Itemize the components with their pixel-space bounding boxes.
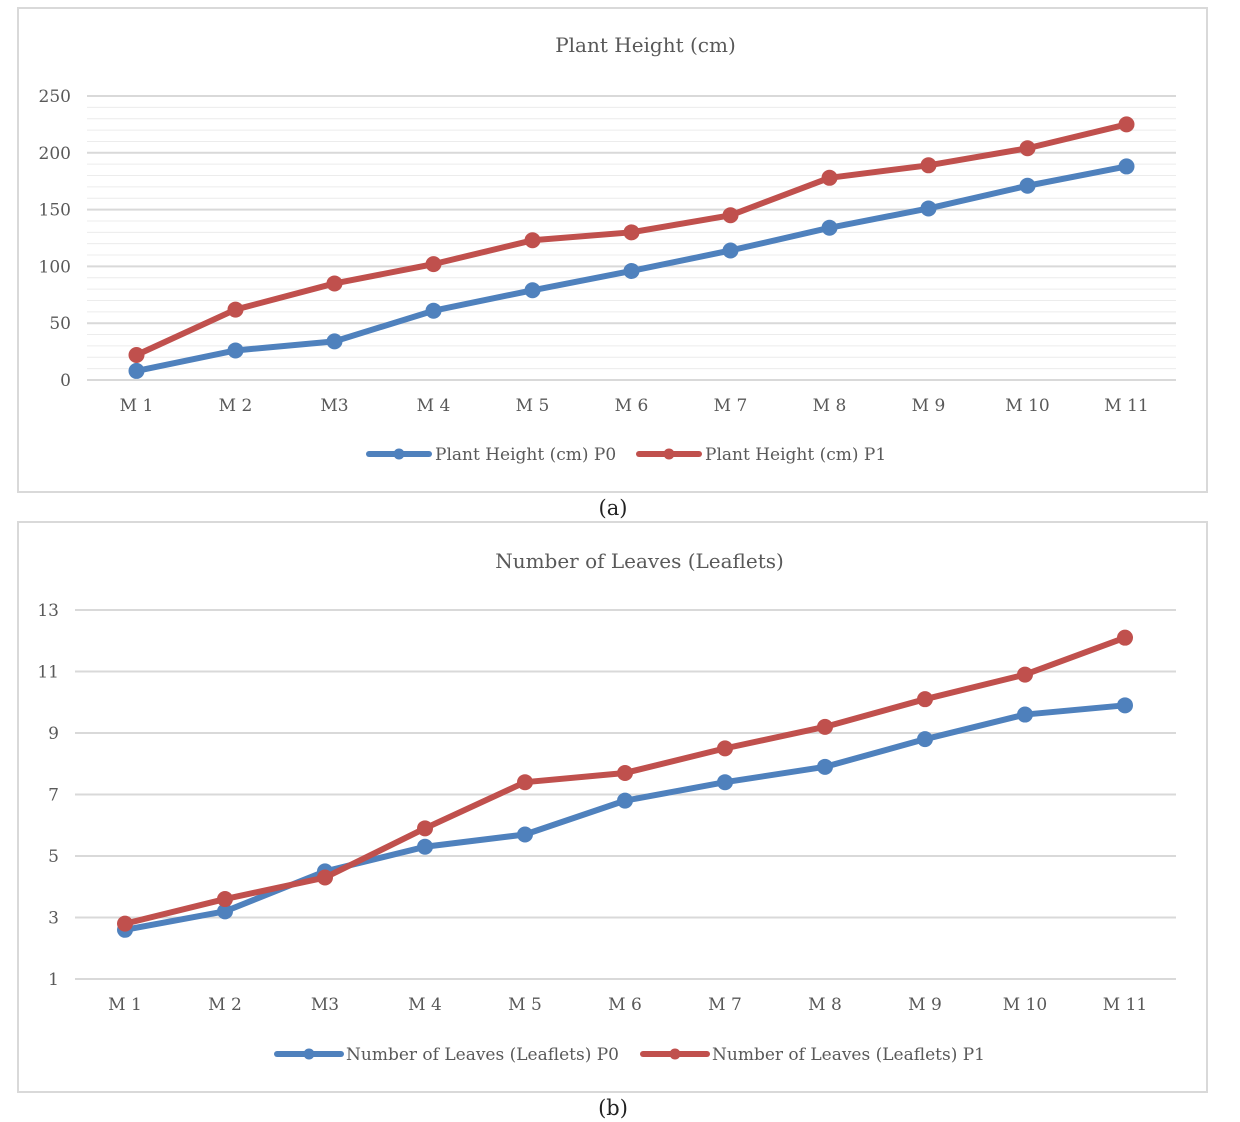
data-point-p1 [326,275,343,292]
data-point-p0 [217,903,233,920]
data-point-p0 [417,838,433,855]
y-tick-label: 3 [48,909,59,929]
legend-marker-p1 [669,1048,681,1060]
x-tick-label: M 1 [108,995,142,1015]
data-point-p0 [517,826,533,843]
y-tick-label: 11 [37,663,59,683]
data-point-p1 [217,891,233,908]
legend-label-p0: Number of Leaves (Leaflets) P0 [346,1045,619,1065]
y-tick-label: 13 [37,601,59,621]
data-point-p1 [117,915,133,932]
x-tick-label: M 2 [208,995,242,1015]
x-tick-label: M 7 [714,396,748,416]
chart-title: Plant Height (cm) [555,33,736,57]
data-point-p1 [425,256,442,273]
x-tick-label: M 4 [408,995,442,1015]
data-point-p1 [317,869,333,886]
caption-a: (a) [598,496,628,520]
x-tick-label: M3 [311,995,339,1015]
legend-label-p1: Plant Height (cm) P1 [705,445,886,465]
x-tick-label: M 6 [615,396,649,416]
data-point-p0 [920,200,937,217]
data-point-p1 [1017,666,1033,683]
y-tick-label: 7 [48,786,59,806]
y-tick-label: 50 [49,314,71,334]
x-tick-label: M 7 [708,995,742,1015]
data-point-p0 [717,774,733,791]
caption-b: (b) [598,1096,628,1120]
data-point-p0 [917,731,933,748]
data-point-p1 [524,232,541,249]
data-point-p0 [1118,158,1135,175]
data-point-p1 [717,740,733,757]
data-point-p0 [326,333,343,350]
data-point-p0 [623,262,640,279]
legend-marker-p0 [393,448,405,460]
data-point-p0 [1017,706,1033,723]
data-point-p1 [1118,116,1135,133]
y-tick-label: 9 [48,724,59,744]
data-point-p0 [817,758,833,775]
data-point-p1 [517,774,533,791]
data-point-p0 [1019,177,1036,194]
plant-height-chart: Plant Height (cm) 0 50 100 150 200 250 M 1 M 2 M3… [39,33,1176,465]
data-point-p1 [1019,140,1036,157]
x-tick-label: M 6 [608,995,642,1015]
x-tick-label: M 11 [1104,396,1148,416]
y-tick-label: 200 [39,144,71,164]
legend-marker-p1 [663,448,675,460]
data-point-p1 [917,691,933,708]
y-tick-label: 0 [60,371,71,391]
y-tick-label: 5 [48,847,59,867]
x-tick-label: M3 [320,396,348,416]
data-point-p0 [128,362,145,379]
data-point-p0 [425,302,442,319]
x-tick-label: M 8 [808,995,842,1015]
data-point-p1 [227,301,244,318]
x-tick-label: M 11 [1103,995,1147,1015]
x-tick-label: M 2 [219,396,253,416]
x-tick-label: M 4 [417,396,451,416]
y-tick-label: 1 [48,970,59,990]
y-tick-label: 150 [39,201,71,221]
data-point-p1 [417,820,433,837]
data-point-p0 [821,219,838,236]
data-point-p0 [227,342,244,359]
data-point-p0 [617,792,633,809]
data-point-p1 [623,224,640,241]
x-tick-label: M 10 [1003,995,1047,1015]
legend-label-p1: Number of Leaves (Leaflets) P1 [712,1045,985,1065]
y-tick-label: 100 [39,257,71,277]
x-tick-label: M 10 [1005,396,1049,416]
legend-marker-p0 [303,1048,315,1060]
data-point-p1 [817,718,833,735]
x-tick-label: M 1 [120,396,154,416]
chart-title: Number of Leaves (Leaflets) [495,549,784,573]
data-point-p1 [128,347,145,364]
data-point-p0 [1117,697,1133,714]
data-point-p1 [821,169,838,186]
series-line-p0 [122,702,1128,933]
data-point-p1 [1117,629,1133,646]
data-point-p0 [524,282,541,299]
data-point-p1 [722,207,739,224]
data-point-p1 [920,157,937,174]
legend-label-p0: Plant Height (cm) P0 [435,445,616,465]
data-point-p1 [617,764,633,781]
chart-panel-a: Plant Height (cm) 0 50 100 150 200 250 M 1 M 2 M3… [17,7,1208,493]
data-point-p0 [722,242,739,259]
y-tick-label: 250 [39,87,71,107]
x-tick-label: M 8 [813,396,847,416]
x-tick-label: M 5 [508,995,542,1015]
x-tick-label: M 9 [912,396,946,416]
x-tick-label: M 9 [908,995,942,1015]
x-tick-label: M 5 [516,396,550,416]
